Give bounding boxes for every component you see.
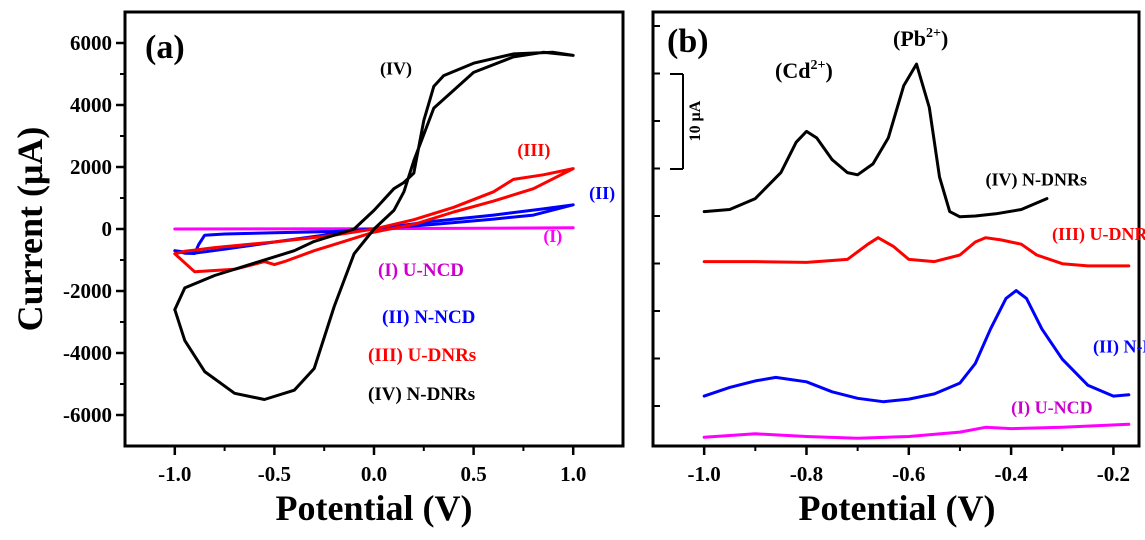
panel-b-axes: -1.0 -0.8 -0.6 -0.4 -0.2 [653, 25, 1130, 486]
x-tick-label: 0.0 [361, 462, 387, 486]
panel-a-label: (a) [145, 29, 185, 66]
x-tick-label: 0.5 [460, 462, 486, 486]
y-tick-label: -6000 [63, 403, 112, 427]
x-tick-label: -0.2 [1097, 462, 1130, 486]
panel-b-frame [651, 10, 1141, 448]
y-tick-label: 2000 [70, 155, 112, 179]
series-iii-u-dnrs [173, 167, 575, 274]
panel-a-ylabel: Current (μA) [10, 127, 50, 332]
legend-i-u-ncd: (I) U-NCD [378, 260, 464, 281]
x-tick-label: 1.0 [560, 462, 586, 486]
cd-peak-label: (Cd2+) [775, 58, 833, 83]
annotation-ii-n-ncd: (II) N-NCD [1093, 337, 1145, 358]
y-tick-label: 6000 [70, 31, 112, 55]
annotation-ii: (II) [589, 183, 615, 204]
panel-b-series [702, 62, 1131, 440]
panel-a-axes: -1.0 -0.5 0.0 0.5 1.0 -6000 -4000 -2000 0 2000 400… [63, 31, 586, 486]
x-tick-label: -0.6 [892, 462, 925, 486]
series-iv-n-dnrs [173, 50, 575, 401]
panel-b-xlabel: Potential (V) [799, 488, 996, 528]
annotation-iv: (IV) [380, 59, 412, 80]
series-i-u-ncd [702, 422, 1131, 440]
panel-b: -1.0 -0.8 -0.6 -0.4 -0.2 (IV) N-DNRs (III) U-… [651, 10, 1145, 528]
series-iv-n-dnrs [702, 62, 1049, 219]
series-ii-n-ncd [702, 289, 1131, 404]
annotation-iii-u-dnrs: (III) U-DNRs [1052, 224, 1145, 245]
y-tick-label: -4000 [63, 341, 112, 365]
annotation-iii: (III) [517, 140, 550, 161]
panel-a-series [173, 50, 575, 401]
y-tick-label: -2000 [63, 279, 112, 303]
y-tick-label: 4000 [70, 93, 112, 117]
y-tick-label: 0 [102, 217, 113, 241]
panel-a-xlabel: Potential (V) [276, 488, 473, 528]
panel-a-annotations: (IV) (III) (II) (I) [380, 59, 615, 247]
x-tick-label: -1.0 [158, 462, 191, 486]
panel-b-label: (b) [667, 23, 709, 60]
annotation-i-u-ncd: (I) U-NCD [1011, 397, 1092, 418]
x-tick-label: -0.4 [994, 462, 1028, 486]
x-tick-label: -0.8 [790, 462, 823, 486]
scale-bar-label: 10 μA [687, 100, 704, 141]
x-tick-label: -0.5 [258, 462, 291, 486]
annotation-iv-n-dnrs: (IV) N-DNRs [986, 170, 1088, 191]
legend-ii-n-ncd: (II) N-NCD [382, 307, 475, 328]
pb-peak-label: (Pb2+) [893, 26, 948, 51]
annotation-i: (I) [543, 226, 562, 247]
panel-a-legend: (I) U-NCD (II) N-NCD (III) U-DNRs (IV) N-DN… [368, 260, 476, 405]
scale-bar: 10 μA [670, 73, 704, 170]
legend-iii-u-dnrs: (III) U-DNRs [368, 345, 476, 366]
panel-a: -1.0 -0.5 0.0 0.5 1.0 -6000 -4000 -2000 0 2000 400… [10, 10, 625, 528]
series-iii-u-dnrs [702, 236, 1131, 268]
legend-iv-n-dnrs: (IV) N-DNRs [368, 384, 475, 405]
panel-b-annotations: (IV) N-DNRs (III) U-DNRs (II) N-NCD (I) U-N… [986, 170, 1145, 419]
x-tick-label: -1.0 [688, 462, 721, 486]
